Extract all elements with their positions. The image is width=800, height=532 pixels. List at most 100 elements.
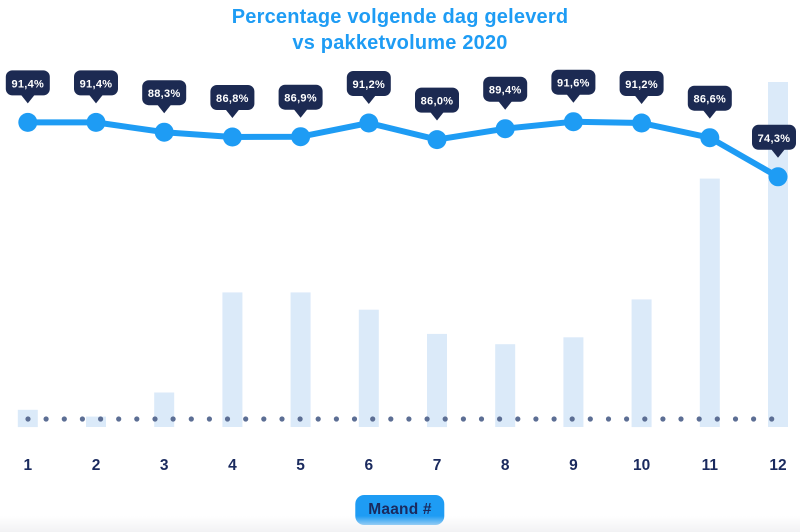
data-label-bubble-month-3: 88,3%: [142, 80, 187, 114]
data-label-bubble-month-1: 91,4%: [5, 70, 50, 104]
x-axis-label-12: 12: [769, 457, 786, 474]
baseline-dot: [406, 416, 412, 422]
bubble-value-label: 88,3%: [148, 88, 181, 100]
volume-bar-month-11: [699, 178, 720, 427]
data-point-month-5: [291, 127, 311, 147]
bubble-body: [752, 124, 796, 150]
x-axis-label-6: 6: [364, 457, 373, 474]
baseline-dot: [587, 416, 593, 422]
percentage-line: [24, 118, 781, 180]
baseline-dot: [442, 416, 448, 422]
baseline-dot: [460, 416, 466, 422]
volume-bar-month-8: [495, 344, 516, 427]
baseline-dot: [424, 416, 430, 422]
bubble-pointer: [360, 94, 377, 105]
x-axis-label-10: 10: [633, 457, 650, 474]
data-point-month-4: [222, 127, 242, 147]
bubble-value-label: 91,2%: [352, 79, 385, 91]
bubble-value-label: 86,0%: [421, 96, 454, 108]
baseline-dot: [43, 416, 49, 422]
baseline-dot: [206, 416, 212, 422]
x-axis-label-5: 5: [296, 457, 305, 474]
bubble-value-label: 91,4%: [11, 78, 44, 90]
baseline-dot: [152, 416, 158, 422]
x-axis-label-3: 3: [160, 457, 169, 474]
bubble-value-label: 91,2%: [625, 79, 658, 91]
data-point-month-10: [632, 113, 652, 133]
volume-bar-month-10: [631, 299, 652, 428]
chart-title-line1: Percentage volgende dag geleverd: [231, 6, 569, 28]
bubble-body: [415, 87, 459, 113]
bubble-pointer: [497, 99, 514, 110]
baseline-dot: [497, 416, 503, 422]
baseline-dot: [188, 416, 194, 422]
baseline-dot: [297, 416, 303, 422]
bubble-pointer: [701, 108, 718, 119]
bubble-body: [346, 71, 391, 96]
volume-bar-month-7: [427, 333, 447, 428]
x-axis-label-9: 9: [569, 457, 578, 474]
data-point-month-6: [359, 113, 379, 133]
x-axis-title-badge: Maand #: [355, 495, 445, 525]
x-axis-label-1: 1: [23, 457, 32, 474]
baseline-dot: [351, 416, 358, 422]
x-axis-label-7: 7: [433, 457, 442, 474]
baseline-dot: [605, 416, 612, 422]
data-point-month-11: [700, 128, 720, 148]
x-axis-label-2: 2: [92, 457, 101, 474]
data-label-bubble-month-5: 86,9%: [278, 84, 323, 118]
baseline-dot: [388, 416, 394, 422]
baseline-dot: [533, 416, 539, 422]
data-point-month-12: [768, 167, 788, 187]
baseline-dot: [279, 416, 285, 422]
baseline-dot: [243, 416, 249, 422]
baseline-dot: [624, 416, 630, 422]
volume-bar-month-4: [222, 292, 243, 427]
bubble-body: [142, 80, 187, 106]
bubble-body: [278, 84, 323, 110]
baseline-dot: [79, 416, 85, 422]
data-point-month-1: [18, 112, 38, 132]
baseline-dot: [61, 416, 67, 422]
data-label-bubble-month-6: 91,2%: [346, 71, 391, 105]
data-label-bubble-month-7: 86,0%: [415, 87, 459, 121]
data-point-month-3: [154, 122, 174, 142]
bubble-value-label: 91,4%: [80, 78, 113, 90]
baseline-dot: [751, 416, 757, 422]
bubble-body: [5, 70, 50, 96]
volume-bar-month-6: [358, 309, 379, 427]
data-point-month-2: [86, 112, 106, 132]
x-axis-label-8: 8: [501, 457, 510, 474]
baseline-dot: [478, 416, 485, 422]
baseline-dot: [515, 416, 521, 422]
bubble-pointer: [19, 93, 36, 104]
bubble-value-label: 86,6%: [693, 94, 726, 106]
chart-title-line2: vs pakketvolume 2020: [292, 32, 508, 54]
bubble-pointer: [292, 107, 309, 118]
data-label-bubble-month-9: 91,6%: [551, 69, 596, 103]
data-label-bubble-month-2: 91,4%: [74, 70, 118, 104]
bubble-body: [551, 69, 596, 95]
data-point-month-7: [427, 130, 447, 150]
bubble-value-label: 86,9%: [284, 93, 317, 105]
bubble-body: [619, 71, 664, 96]
volume-bar-month-5: [290, 292, 311, 427]
volume-bar-month-12: [768, 82, 788, 427]
baseline-dot: [569, 416, 575, 422]
bubble-pointer: [633, 94, 650, 105]
baseline-dot: [370, 416, 376, 422]
baseline-dot: [769, 416, 775, 422]
data-label-bubble-month-11: 86,6%: [687, 85, 732, 119]
baseline-dot: [170, 416, 176, 422]
bubble-body: [210, 85, 255, 110]
baseline-dot: [116, 416, 122, 422]
baseline-dot: [678, 416, 684, 422]
bubble-pointer: [565, 92, 582, 103]
baseline-dot: [224, 416, 231, 422]
bubble-value-label: 86,8%: [216, 93, 249, 105]
baseline-dot: [98, 416, 104, 422]
bubble-body: [74, 70, 118, 96]
baseline-dot: [696, 416, 702, 422]
data-label-bubble-month-10: 91,2%: [619, 71, 664, 105]
